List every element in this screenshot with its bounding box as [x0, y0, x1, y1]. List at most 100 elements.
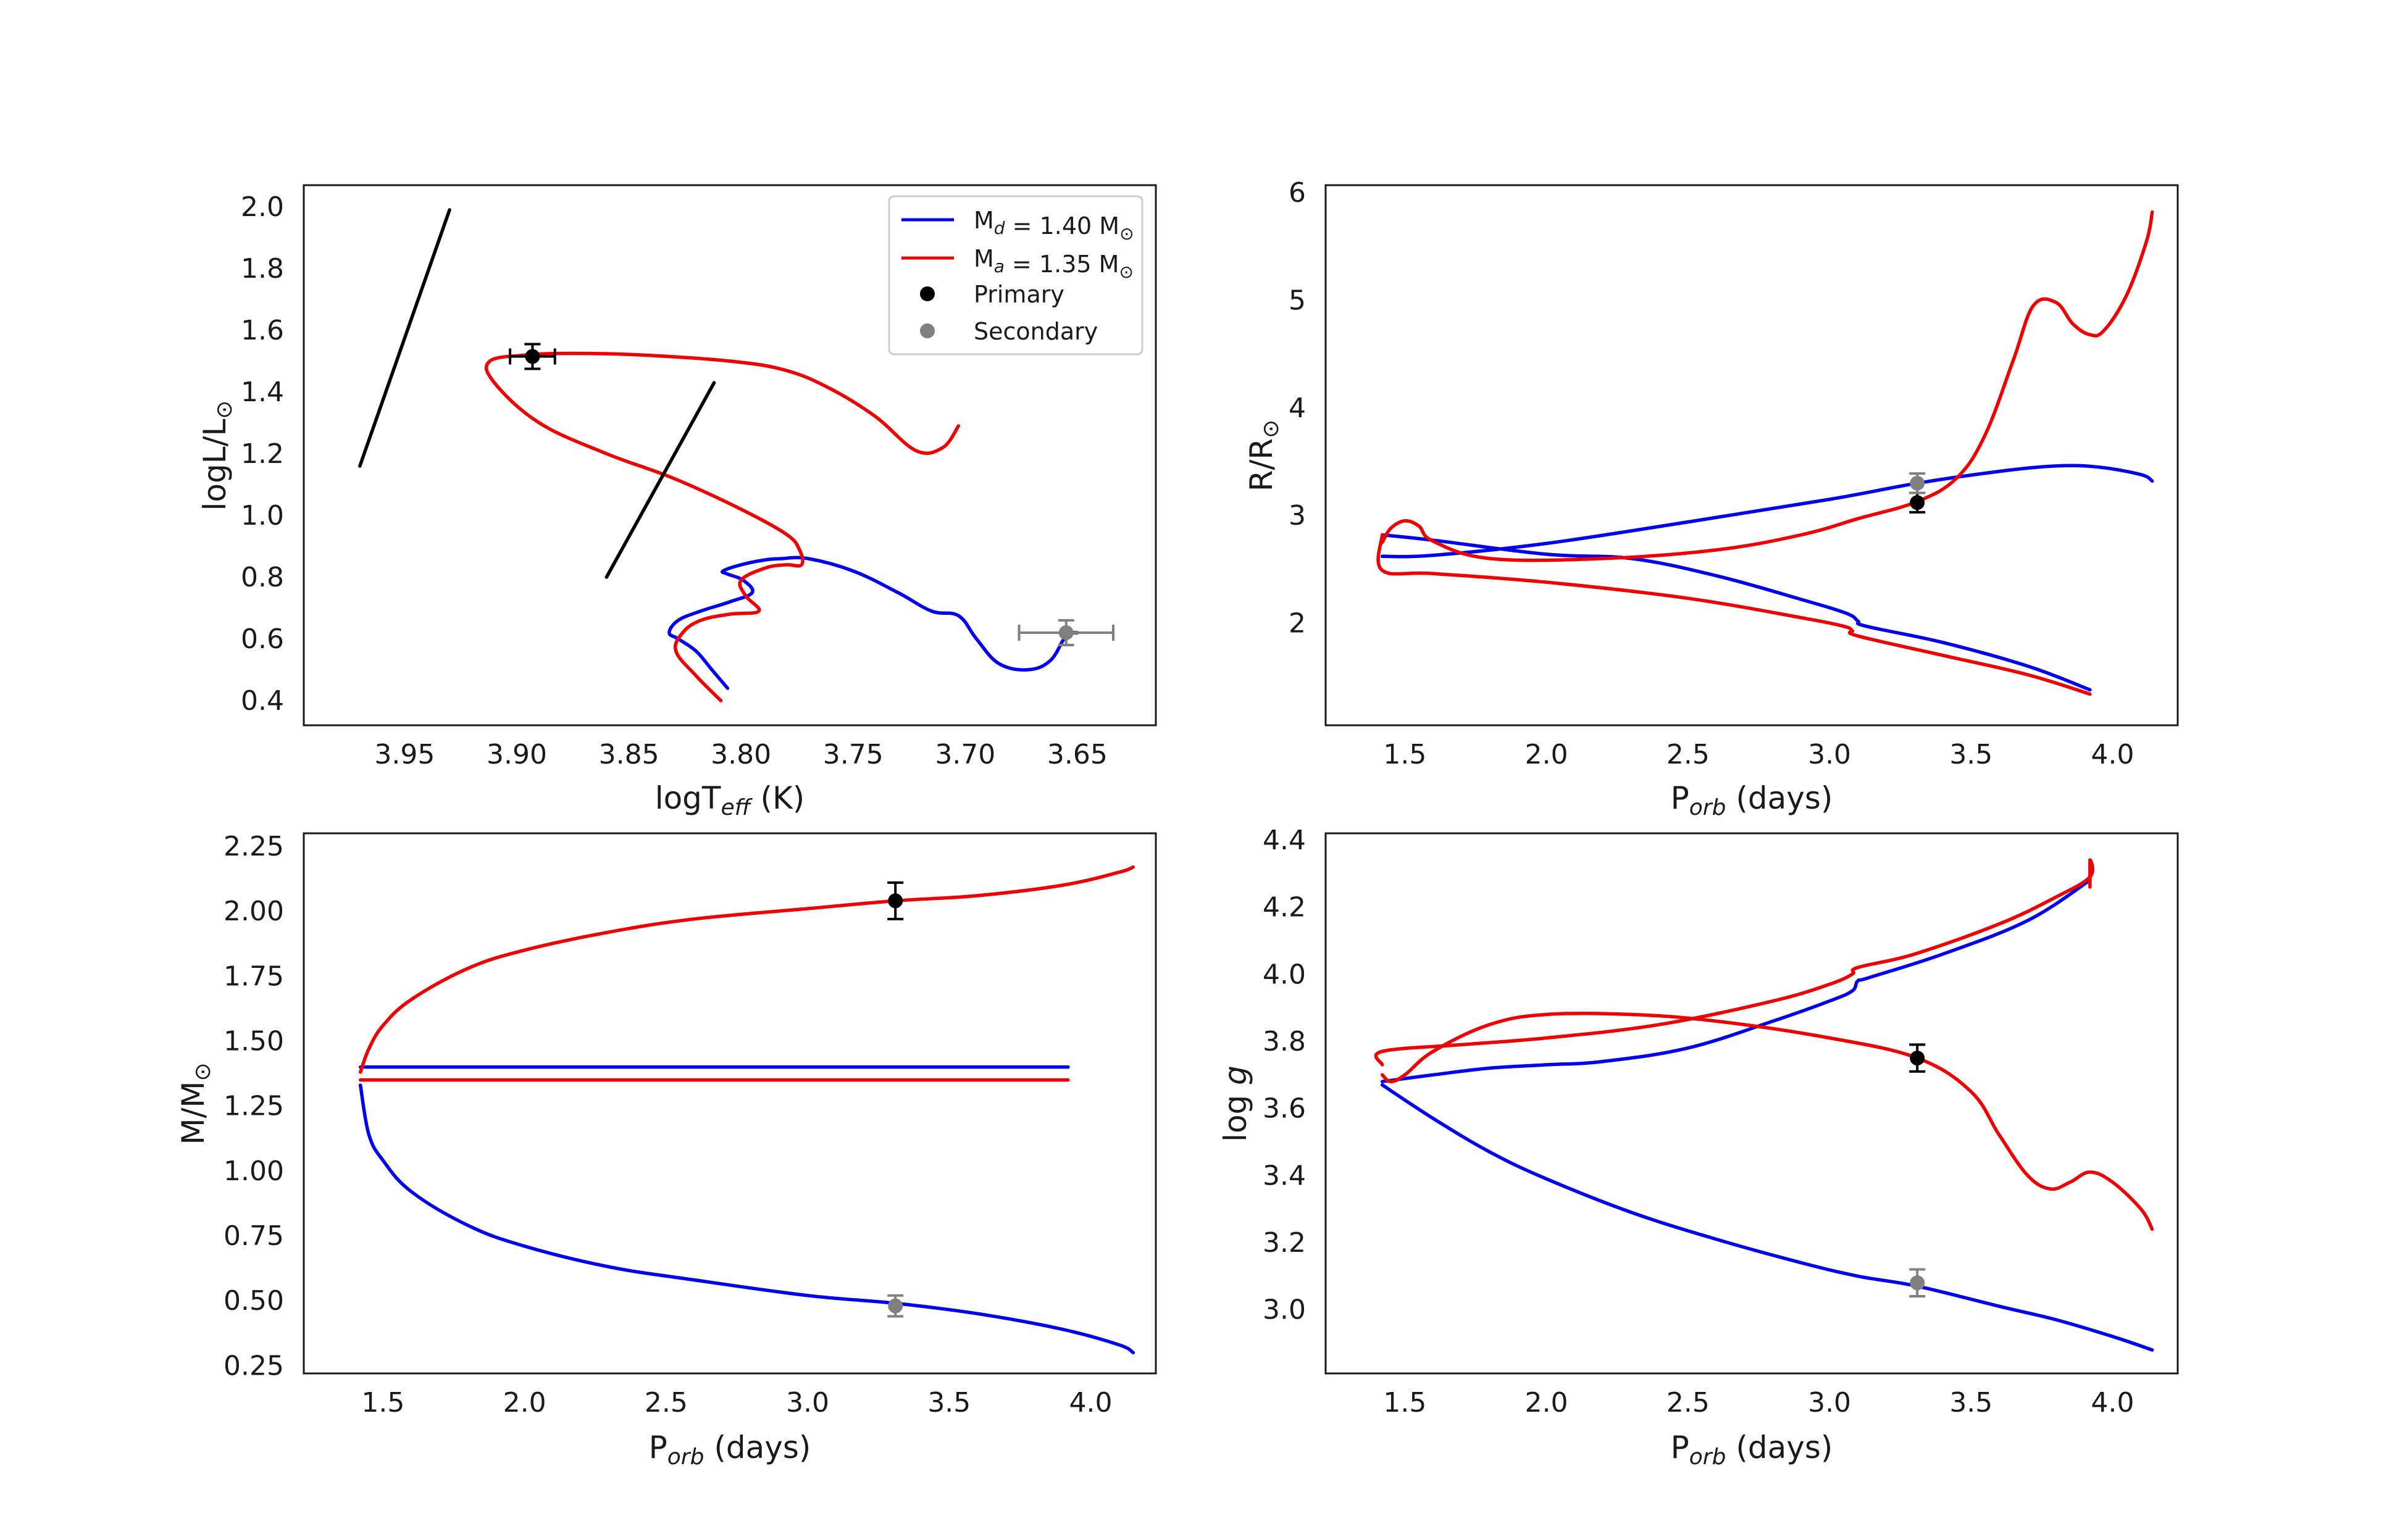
logg-ytick-label: 4.4: [1263, 825, 1306, 856]
logg-ylabel: log g: [1218, 1065, 1253, 1142]
mass-ylabel: M/M⊙: [175, 1062, 215, 1144]
hr-diagram-xtick-label: 3.70: [935, 739, 995, 770]
logg-frame: [1324, 832, 2179, 1375]
mass-primary-point: [888, 893, 903, 909]
logg-lines: [1374, 858, 2154, 1352]
radius-frame: [1324, 184, 2179, 727]
hr-diagram-xtick-label: 3.65: [1047, 739, 1108, 770]
mass-frame: [303, 832, 1157, 1375]
radius-xtick-label: 3.5: [1949, 739, 1992, 770]
hr-diagram-xtick-label: 3.75: [823, 739, 884, 770]
logg-ytick-label: 3.6: [1263, 1093, 1306, 1125]
radius-ytick-label: 3: [1289, 500, 1306, 531]
radius-ytick-label: 5: [1289, 285, 1306, 317]
logg-ticks: 1.5 2.0 2.5 3.0 3.5 4.0 3.0 3.2 3.4 3.6 3.8 4.0 4.2 4…: [1263, 825, 2134, 1418]
legend-primary-label: Primary: [974, 281, 1064, 308]
legend-box: [888, 195, 1143, 356]
logg-xtick-label: 4.0: [2091, 1387, 2134, 1418]
logg-ytick-label: 3.2: [1263, 1227, 1306, 1259]
hr-diagram-panel: 3.95 3.90 3.85 3.80 3.75 3.70 3.65 0.4 0.6 0.8 1.0…: [197, 184, 1157, 820]
mass-xlabel: Porb (days): [649, 1430, 811, 1470]
mass-ytick-label: 1.00: [224, 1156, 284, 1187]
radius-xtick-label: 2.0: [1525, 739, 1568, 770]
radius-points: [1909, 472, 1926, 514]
radius-ytick-label: 2: [1289, 607, 1306, 639]
radius-xlabel: Porb (days): [1671, 780, 1833, 820]
mass-xtick-label: 2.5: [645, 1387, 688, 1418]
mass-ticks: 1.5 2.0 2.5 3.0 3.5 4.0 0.25 0.50 0.75 1.00 1.25 1.…: [224, 831, 1113, 1418]
logg-xtick-label: 1.5: [1383, 1387, 1426, 1418]
hr-diagram-ytick-label: 1.6: [241, 315, 284, 346]
logg-ytick-label: 3.0: [1263, 1294, 1306, 1326]
mass-ytick-label: 0.50: [224, 1285, 284, 1317]
radius-primary-point: [1910, 495, 1925, 510]
hr-diagram-ytick-label: 0.6: [241, 623, 284, 655]
radius-series-accretor-lower: [1376, 533, 2092, 696]
hr-diagram-ytick-label: 1.2: [241, 438, 284, 470]
logg-xtick-label: 3.0: [1808, 1387, 1851, 1418]
legend-accretor-label: Ma = 1.35 M⊙: [974, 245, 1134, 282]
legend-donor-label: Md = 1.40 M⊙: [974, 207, 1134, 244]
hr-diagram-series-guide-2: [604, 381, 716, 579]
logg-series-donor-lower: [1380, 1083, 2154, 1352]
mass-ytick-label: 1.75: [224, 960, 284, 992]
hr-diagram-ylabel: logL/L⊙: [197, 401, 237, 511]
hr-diagram-xtick-label: 3.90: [487, 739, 547, 770]
radius-secondary-point: [1910, 475, 1925, 491]
logg-xlabel: Porb (days): [1671, 1430, 1833, 1470]
legend: Md = 1.40 M⊙ Ma = 1.35 M⊙ Primary Second…: [888, 195, 1143, 356]
radius-series-donor-lower: [1380, 533, 2092, 692]
logg-ytick-label: 4.0: [1263, 959, 1306, 990]
legend-primary-marker: [920, 286, 935, 301]
hr-diagram-ytick-label: 1.0: [241, 500, 284, 531]
hr-diagram-ytick-label: 1.8: [241, 253, 284, 285]
hr-diagram-xtick-label: 3.85: [599, 739, 659, 770]
logg-secondary-point: [1910, 1275, 1925, 1291]
hr-diagram-points: [509, 343, 1114, 646]
hr-diagram-xlabel: logTeff (K): [655, 780, 805, 820]
mass-ytick-label: 1.50: [224, 1026, 284, 1057]
mass-series-donor-mass: [358, 1083, 1135, 1355]
mass-secondary-point: [888, 1298, 903, 1314]
hr-diagram-ytick-label: 0.4: [241, 685, 284, 717]
hr-diagram-ticks: 3.95 3.90 3.85 3.80 3.75 3.70 3.65 0.4 0.6 0.8 1.0…: [241, 191, 1108, 770]
mass-xtick-label: 1.5: [361, 1387, 404, 1418]
hr-diagram-xtick-label: 3.80: [711, 739, 771, 770]
logg-points: [1909, 1043, 1926, 1297]
hr-diagram-lines: [358, 208, 1079, 702]
mass-points: [887, 881, 904, 1318]
legend-secondary-label: Secondary: [974, 318, 1098, 345]
radius-xtick-label: 1.5: [1383, 739, 1426, 770]
mass-ytick-label: 0.25: [224, 1350, 284, 1381]
logg-ytick-label: 3.8: [1263, 1026, 1306, 1057]
mass-ytick-label: 2.00: [224, 896, 284, 927]
hr-diagram-series-m-a-1-35-m: [484, 351, 961, 702]
mass-xtick-label: 3.5: [927, 1387, 971, 1418]
radius-xtick-label: 3.0: [1808, 739, 1851, 770]
radius-lines: [1376, 210, 2154, 696]
mass-xtick-label: 2.0: [503, 1387, 546, 1418]
hr-diagram-frame: [303, 184, 1157, 727]
hr-diagram-xtick-label: 3.95: [374, 739, 435, 770]
logg-series-accretor-upper: [1374, 858, 2094, 1067]
logg-xtick-label: 3.5: [1949, 1387, 1992, 1418]
radius-xtick-label: 4.0: [2091, 739, 2134, 770]
logg-panel: 1.5 2.0 2.5 3.0 3.5 4.0 3.0 3.2 3.4 3.6 3.8 4.0 4.2 4…: [1218, 825, 2179, 1470]
logg-primary-point: [1910, 1051, 1925, 1066]
hr-diagram-secondary-point: [1058, 625, 1074, 640]
mass-ytick-label: 0.75: [224, 1220, 284, 1252]
mass-lines: [358, 865, 1135, 1355]
radius-ticks: 1.5 2.0 2.5 3.0 3.5 4.0 2 3 4 5 6: [1289, 177, 2134, 770]
logg-series-accretor-lower: [1380, 1011, 2154, 1231]
radius-ylabel: R/R⊙: [1244, 420, 1284, 492]
hr-diagram-primary-point: [525, 349, 540, 364]
mass-panel: 1.5 2.0 2.5 3.0 3.5 4.0 0.25 0.50 0.75 1.00 1.25 1.…: [175, 831, 1157, 1470]
hr-diagram-series-guide-1: [358, 208, 451, 468]
hr-diagram-ytick-label: 2.0: [241, 191, 284, 223]
logg-ytick-label: 4.2: [1263, 892, 1306, 923]
radius-ytick-label: 6: [1289, 177, 1306, 209]
logg-xtick-label: 2.5: [1666, 1387, 1710, 1418]
mass-xtick-label: 3.0: [786, 1387, 829, 1418]
logg-ytick-label: 3.4: [1263, 1160, 1306, 1191]
